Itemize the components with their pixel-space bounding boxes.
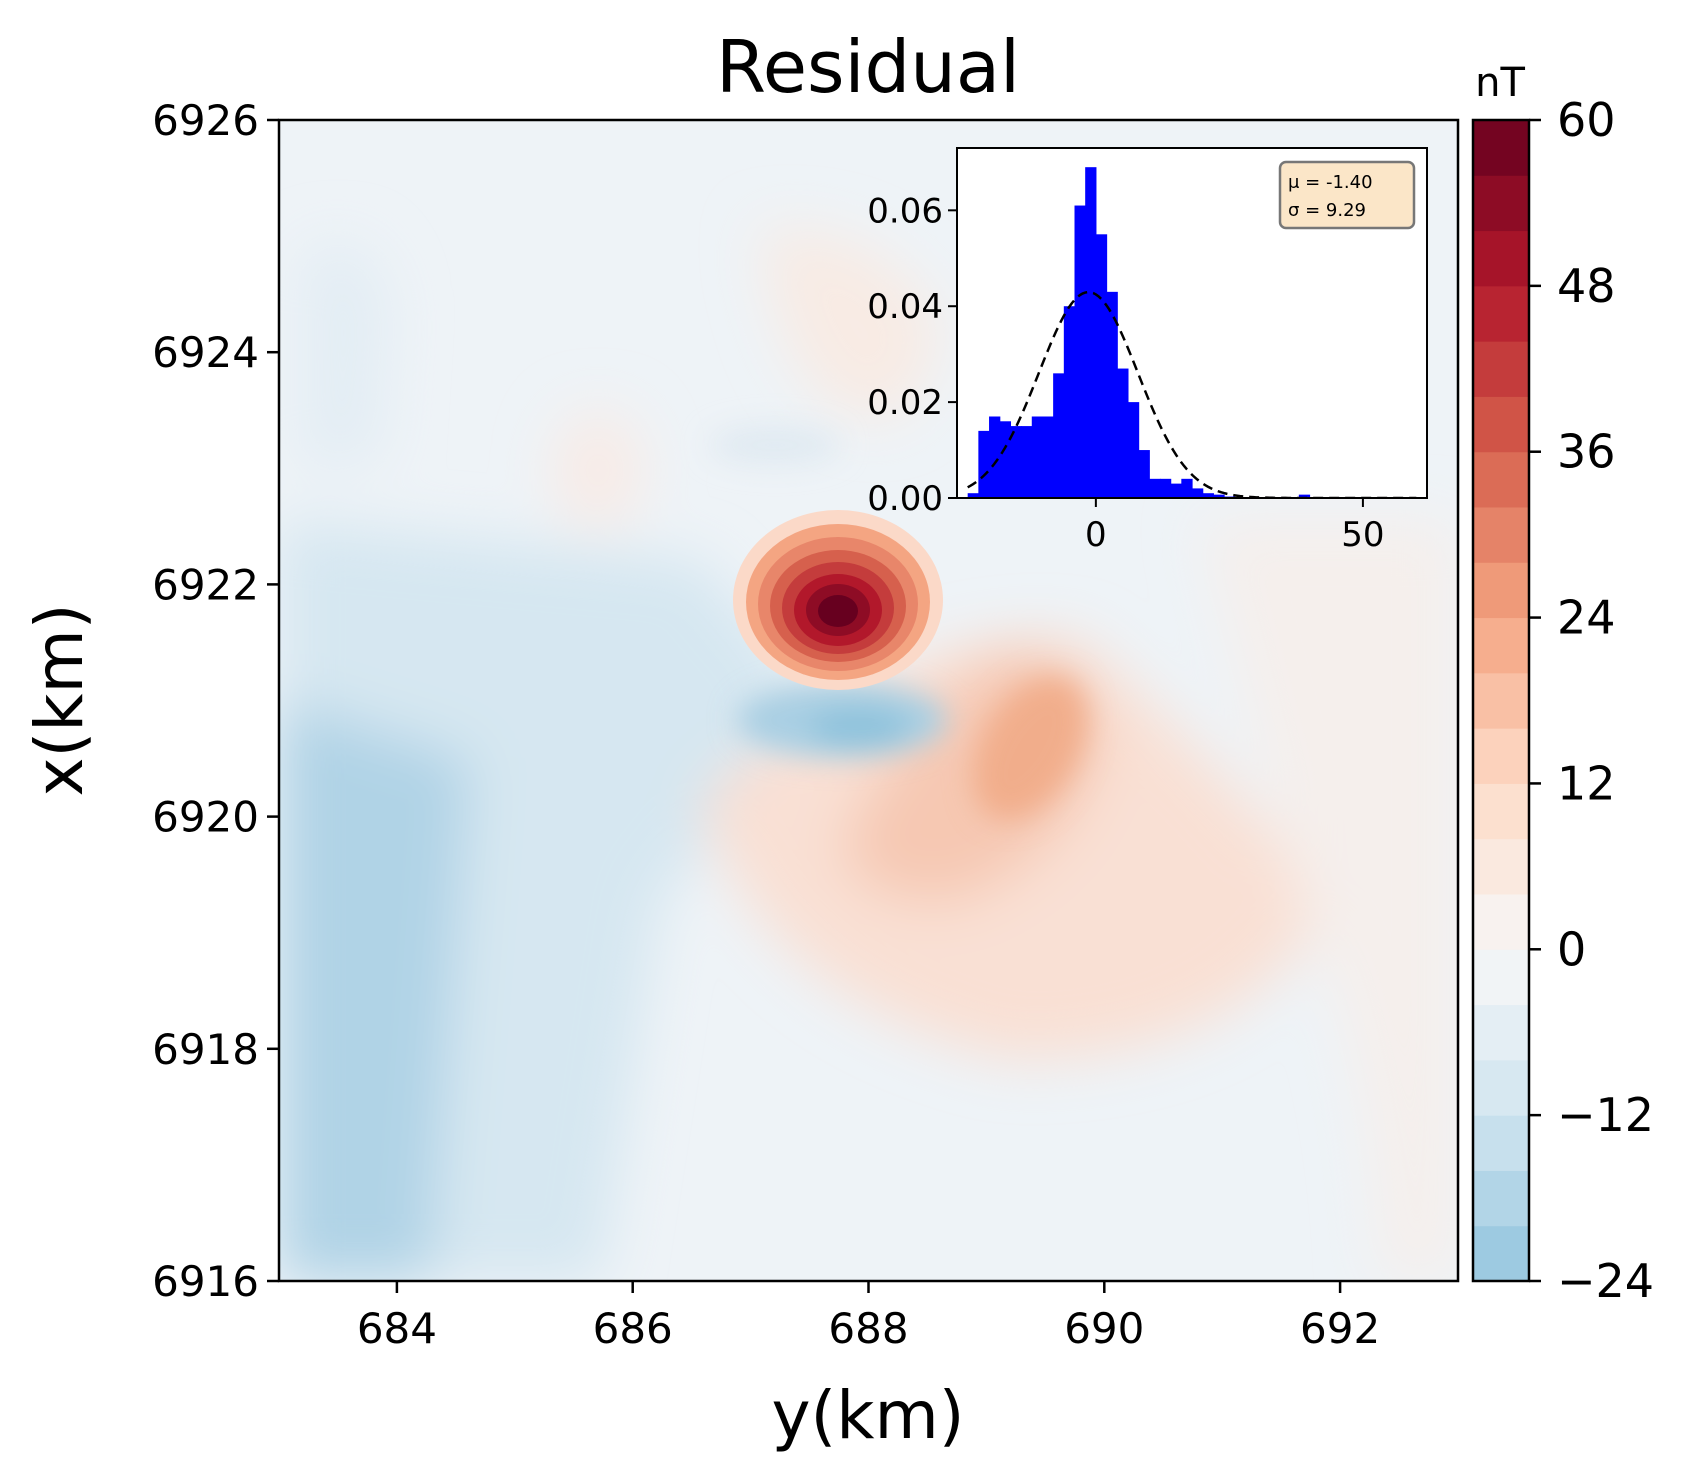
colorbar: −24 −12 0 12 24 36 48 60 <box>1473 93 1654 1308</box>
histogram-bar <box>1181 478 1193 498</box>
histogram-y-ticks: 0.00 0.02 0.04 0.06 <box>867 191 957 519</box>
histogram-bar <box>1159 478 1172 498</box>
colorbar-band <box>1473 507 1529 563</box>
histogram-x-ticks: 0 50 <box>1085 498 1385 555</box>
histogram-x-tick-label: 0 <box>1085 515 1107 555</box>
y-tick-label: 6918 <box>152 1025 259 1074</box>
histogram-bar <box>1106 291 1118 498</box>
colorbar-band <box>1473 1004 1529 1061</box>
x-axis-label: y(km) <box>771 1377 964 1454</box>
histogram-bar <box>1298 494 1311 498</box>
y-tick-label: 6920 <box>152 793 259 842</box>
histogram-frame <box>956 147 1428 499</box>
colorbar-band <box>1473 672 1529 729</box>
histogram-bar <box>1085 167 1097 498</box>
colorbar-tick-label: 48 <box>1557 259 1616 313</box>
colorbar-band <box>1473 120 1529 176</box>
histogram-bar <box>967 493 979 498</box>
histogram-y-tick-label: 0.06 <box>867 191 943 231</box>
histogram-bar <box>1170 483 1182 498</box>
histogram-inset: 0 50 0.00 0.02 0.04 0.06 μ = -1.40 σ = 9.29 <box>867 147 1428 555</box>
histogram-y-tick-label: 0.04 <box>867 287 943 327</box>
colorbar-tick-label: 60 <box>1557 93 1616 147</box>
colorbar-band <box>1473 949 1529 1006</box>
histogram-bar <box>1213 494 1225 498</box>
central-negative-band <box>279 520 800 1281</box>
histogram-bar <box>978 430 990 498</box>
colorbar-label: nT <box>1475 60 1525 106</box>
y-axis-ticks: 6916 6918 6920 6922 6924 6926 <box>152 96 279 1306</box>
histogram-y-tick-label: 0.02 <box>867 383 943 423</box>
histogram-bar <box>989 416 1001 498</box>
colorbar-tick-label: 24 <box>1557 591 1616 645</box>
colorbar-band <box>1473 230 1529 287</box>
histogram-bar <box>1127 402 1140 498</box>
colorbar-band <box>1473 285 1529 342</box>
y-axis-label: x(km) <box>21 603 98 796</box>
stats-sigma: σ = 9.29 <box>1288 200 1366 221</box>
histogram-bar <box>1202 493 1214 498</box>
histogram-bar <box>1010 426 1022 498</box>
colorbar-tick-label: 0 <box>1557 922 1586 976</box>
colorbar-tick-label: −12 <box>1557 1088 1654 1142</box>
histogram-x-tick-label: 50 <box>1341 515 1384 555</box>
histogram-bars <box>967 167 1311 498</box>
histogram-bar <box>1063 306 1076 498</box>
north-positive-spot <box>553 410 643 530</box>
colorbar-band <box>1473 728 1529 784</box>
x-tick-label: 692 <box>1300 1304 1380 1353</box>
colorbar-band <box>1473 783 1529 840</box>
positive-peak <box>733 510 943 690</box>
north-positive-band <box>760 229 940 420</box>
chart-title: Residual <box>716 25 1020 109</box>
histogram-bar <box>1042 416 1054 498</box>
y-tick-label: 6926 <box>152 96 259 145</box>
normal-fit-curve <box>967 290 1417 498</box>
stats-mu: μ = -1.40 <box>1288 172 1373 193</box>
positive-anomaly-core <box>973 676 1087 820</box>
histogram-bar <box>1117 368 1129 498</box>
colorbar-band <box>1473 838 1529 895</box>
colorbar-band <box>1473 175 1529 232</box>
histogram-bar <box>1149 478 1161 498</box>
colorbar-band <box>1473 451 1529 508</box>
colorbar-band <box>1473 617 1529 674</box>
colorbar-frame <box>1471 118 1531 1283</box>
north-west-negative <box>300 242 390 470</box>
histogram-bar <box>1095 234 1108 498</box>
y-tick-label: 6916 <box>152 1257 259 1306</box>
colorbar-band <box>1473 1059 1529 1116</box>
y-tick-label: 6922 <box>152 560 259 609</box>
north-negative-spot <box>710 427 840 463</box>
histogram-bar <box>1031 416 1044 498</box>
colorbar-tick-label: −24 <box>1557 1254 1654 1308</box>
histogram-y-tick-label: 0.00 <box>867 479 943 519</box>
histogram-bar <box>1074 205 1086 498</box>
histogram-bar <box>1053 373 1065 498</box>
x-tick-label: 684 <box>357 1304 437 1353</box>
colorbar-tick-label: 12 <box>1557 756 1616 810</box>
colorbar-band <box>1473 1170 1529 1227</box>
stats-box <box>1278 160 1416 230</box>
histogram-bar <box>1021 426 1033 498</box>
colorbar-band <box>1473 396 1529 453</box>
y-tick-label: 6924 <box>152 328 259 377</box>
histogram-bar <box>1138 450 1150 498</box>
colorbar-band <box>1473 894 1529 950</box>
histogram-bar <box>1192 488 1204 498</box>
x-tick-label: 688 <box>828 1304 908 1353</box>
colorbar-band <box>1473 341 1529 397</box>
colorbar-band <box>1473 562 1529 619</box>
colorbar-band <box>1473 1225 1529 1282</box>
x-tick-label: 686 <box>593 1304 673 1353</box>
colorbar-band <box>1473 1115 1529 1171</box>
histogram-bar <box>999 421 1012 498</box>
negative-trough-core <box>810 708 910 748</box>
x-axis-ticks: 684 686 688 690 692 <box>357 1281 1380 1353</box>
east-light-region <box>1200 520 1458 1281</box>
x-tick-label: 690 <box>1064 1304 1144 1353</box>
colorbar-tick-label: 36 <box>1557 425 1616 479</box>
